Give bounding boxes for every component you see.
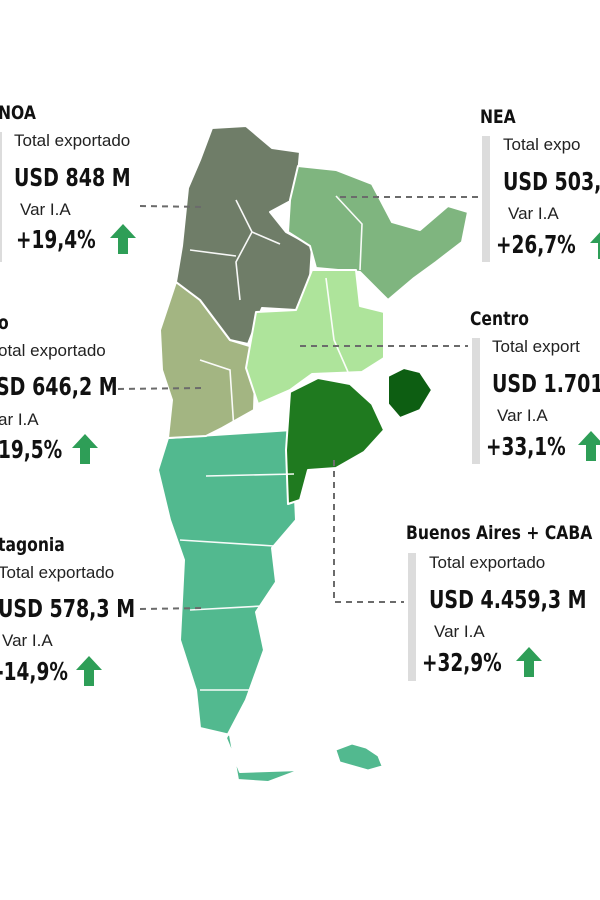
- arrow-up-icon: [590, 232, 600, 259]
- province-border: [251, 231, 281, 245]
- var-label: Var I.A: [20, 200, 71, 219]
- arrow-up-icon: [72, 434, 98, 464]
- province-border: [179, 539, 275, 547]
- province-border: [199, 359, 235, 431]
- card-accent-bar: [408, 553, 416, 681]
- total-label: otal exportado: [0, 341, 106, 360]
- var-label: Var I.A: [508, 204, 559, 223]
- var-value: +19,4%: [16, 225, 96, 254]
- region-name: Buenos Aires + CABA: [406, 522, 593, 544]
- leader-line-noa: [139, 205, 206, 208]
- var-value: +26,7%: [496, 230, 576, 259]
- arrow-up-icon: [76, 656, 102, 686]
- card-accent-bar: [472, 338, 480, 464]
- region-name: tagonia: [0, 534, 65, 556]
- total-label: Total exportado: [14, 131, 131, 150]
- leader-line-patagonia: [139, 607, 206, 610]
- province-border: [325, 277, 349, 373]
- total-value: USD 4.459,3 M: [429, 585, 587, 614]
- total-label: Total exportado: [0, 563, 115, 582]
- province-border: [205, 473, 295, 477]
- total-label: Total export: [492, 337, 580, 356]
- province-border: [189, 249, 237, 257]
- total-label: Total exportado: [429, 553, 546, 572]
- province-border: [189, 605, 263, 611]
- card-accent-bar: [482, 136, 490, 262]
- region-malvinas: [335, 743, 383, 771]
- total-value: USD 578,3 M: [0, 594, 136, 623]
- region-name: o: [0, 312, 9, 334]
- province-border: [235, 199, 253, 301]
- region-name: Centro: [470, 308, 529, 330]
- region-name: NOA: [0, 102, 36, 124]
- region-nea[interactable]: [287, 165, 469, 301]
- leader-line-buenos-aires: [333, 460, 404, 603]
- total-value: SD 646,2 M: [0, 372, 118, 401]
- var-value: -14,9%: [0, 657, 68, 686]
- total-label: Total expo: [503, 135, 581, 154]
- arrow-up-icon: [516, 647, 542, 677]
- var-label: Var I.A: [434, 622, 485, 641]
- var-value: 19,5%: [0, 435, 63, 464]
- total-value: USD 1.701,: [492, 369, 600, 398]
- region-buenos-aires[interactable]: [285, 377, 385, 505]
- region-caba[interactable]: [387, 367, 433, 419]
- var-value: +32,9%: [422, 648, 502, 677]
- var-label: ar I.A: [0, 410, 39, 429]
- var-label: Var I.A: [2, 631, 53, 650]
- total-value: USD 848 M: [14, 163, 131, 192]
- total-value: USD 503,9: [503, 167, 600, 196]
- card-accent-bar: [0, 132, 2, 262]
- arrow-up-icon: [578, 431, 600, 461]
- region-patagonia[interactable]: [157, 429, 301, 783]
- leader-line-cuyo: [117, 387, 207, 390]
- region-name: NEA: [480, 106, 516, 128]
- province-border: [335, 195, 363, 271]
- region-centro[interactable]: [245, 269, 385, 405]
- var-label: Var I.A: [497, 406, 548, 425]
- arrow-up-icon: [110, 224, 136, 254]
- var-value: +33,1%: [486, 432, 566, 461]
